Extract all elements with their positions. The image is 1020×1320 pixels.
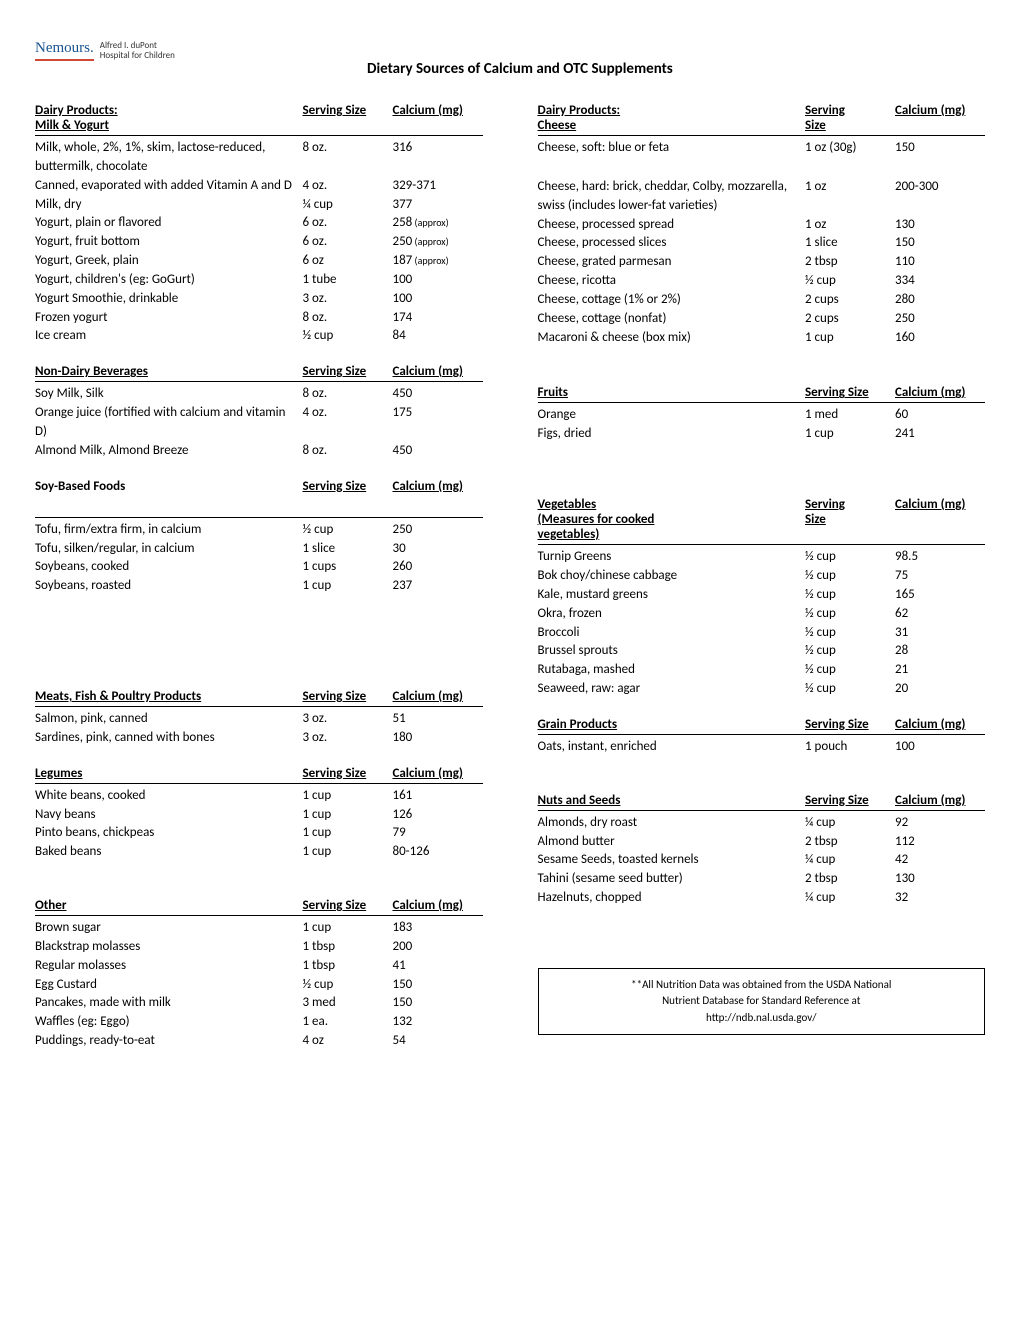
content-columns: Dairy Products:Milk & YogurtServing Size… <box>35 103 985 1069</box>
table-row: Milk, whole, 2%, 1%, skim, lactose-reduc… <box>35 139 483 177</box>
table-row: Yogurt, fruit bottom6 oz.250 (approx) <box>35 233 483 252</box>
table-row: Bok choy/chinese cabbage½ cup75 <box>538 567 986 586</box>
page-title: Dietary Sources of Calcium and OTC Suppl… <box>55 40 985 78</box>
table-row: Frozen yogurt8 oz.174 <box>35 309 483 328</box>
table-row: Brown sugar1 cup183 <box>35 919 483 938</box>
table-section: OtherServing SizeCalcium (mg)Brown sugar… <box>35 898 483 1051</box>
table-row: Canned, evaporated with added Vitamin A … <box>35 177 483 196</box>
table-row: White beans, cooked1 cup161 <box>35 787 483 806</box>
table-section: Non-Dairy BeveragesServing SizeCalcium (… <box>35 364 483 460</box>
table-row: Puddings, ready-to-eat4 oz54 <box>35 1032 483 1051</box>
table-row: Hazelnuts, chopped¼ cup32 <box>538 889 986 908</box>
table-row: Blackstrap molasses1 tbsp200 <box>35 938 483 957</box>
table-row: Orange juice (fortified with calcium and… <box>35 404 483 442</box>
table-row: Yogurt, Greek, plain6 oz187 (approx) <box>35 252 483 271</box>
table-row: Pancakes, made with milk3 med150 <box>35 994 483 1013</box>
table-section: FruitsServing SizeCalcium (mg)Orange1 me… <box>538 385 986 479</box>
table-section: LegumesServing SizeCalcium (mg)White bea… <box>35 766 483 880</box>
table-row: Kale, mustard greens½ cup165 <box>538 586 986 605</box>
table-row: Regular molasses1 tbsp41 <box>35 957 483 976</box>
table-row: Salmon, pink, canned3 oz.51 <box>35 710 483 729</box>
table-row: Yogurt Smoothie, drinkable3 oz.100 <box>35 290 483 309</box>
table-section: Vegetables(Measures for cookedvegetables… <box>538 497 986 699</box>
table-row: Yogurt, children's (eg: GoGurt)1 tube100 <box>35 271 483 290</box>
footnote: **All Nutrition Data was obtained from t… <box>538 968 986 1036</box>
page-header: Nemours. Alfred I. duPont Hospital for C… <box>35 40 985 78</box>
table-section: Grain ProductsServing SizeCalcium (mg)Oa… <box>538 717 986 775</box>
table-section: Dairy Products:CheeseServingSizeCalcium … <box>538 103 986 367</box>
table-row: Cheese, hard: brick, cheddar, Colby, moz… <box>538 178 986 216</box>
table-row: Cheese, cottage (1% or 2%)2 cups280 <box>538 291 986 310</box>
table-row: Almond butter2 tbsp112 <box>538 833 986 852</box>
table-row: Figs, dried1 cup241 <box>538 425 986 444</box>
table-row: Milk, dry¼ cup377 <box>35 196 483 215</box>
table-section: Dairy Products:Milk & YogurtServing Size… <box>35 103 483 346</box>
table-row: Soy Milk, Silk8 oz.450 <box>35 385 483 404</box>
right-column: Dairy Products:CheeseServingSizeCalcium … <box>538 103 986 1069</box>
table-row: Cheese, cottage (nonfat)2 cups250 <box>538 310 986 329</box>
table-row: Cheese, soft: blue or feta1 oz (30g)150 <box>538 139 986 158</box>
table-row: Almond Milk, Almond Breeze8 oz.450 <box>35 442 483 461</box>
table-row: Cheese, processed spread1 oz130 <box>538 216 986 235</box>
table-row: Turnip Greens½ cup98.5 <box>538 548 986 567</box>
table-row: Brussel sprouts½ cup28 <box>538 642 986 661</box>
table-row: Navy beans1 cup126 <box>35 806 483 825</box>
table-row: Yogurt, plain or flavored6 oz.258 (appro… <box>35 214 483 233</box>
table-section: Meats, Fish & Poultry ProductsServing Si… <box>35 689 483 748</box>
table-row: Tofu, silken/regular, in calcium1 slice3… <box>35 540 483 559</box>
table-row: Egg Custard½ cup150 <box>35 976 483 995</box>
table-row: Sesame Seeds, toasted kernels¼ cup42 <box>538 851 986 870</box>
table-row: Oats, instant, enriched1 pouch100 <box>538 738 986 757</box>
table-row: Soybeans, roasted1 cup237 <box>35 577 483 596</box>
table-row: Macaroni & cheese (box mix)1 cup160 <box>538 329 986 348</box>
table-row: Orange1 med60 <box>538 406 986 425</box>
table-row: Pinto beans, chickpeas1 cup79 <box>35 824 483 843</box>
left-column: Dairy Products:Milk & YogurtServing Size… <box>35 103 483 1069</box>
table-section: Soy-Based FoodsServing SizeCalcium (mg)T… <box>35 479 483 671</box>
table-row: Waffles (eg: Eggo)1 ea.132 <box>35 1013 483 1032</box>
table-row: Okra, frozen½ cup62 <box>538 605 986 624</box>
table-row: Tofu, firm/extra firm, in calcium½ cup25… <box>35 521 483 540</box>
table-row: Rutabaga, mashed½ cup21 <box>538 661 986 680</box>
table-row: Almonds, dry roast¼ cup92 <box>538 814 986 833</box>
table-row: Cheese, grated parmesan2 tbsp110 <box>538 253 986 272</box>
table-row: Ice cream½ cup84 <box>35 327 483 346</box>
table-row: Broccoli½ cup31 <box>538 624 986 643</box>
table-row: Tahini (sesame seed butter)2 tbsp130 <box>538 870 986 889</box>
table-row: Soybeans, cooked1 cups260 <box>35 558 483 577</box>
table-row: Sardines, pink, canned with bones3 oz.18… <box>35 729 483 748</box>
table-section: Nuts and SeedsServing SizeCalcium (mg)Al… <box>538 793 986 908</box>
table-row: Cheese, ricotta½ cup334 <box>538 272 986 291</box>
table-row: Baked beans1 cup80-126 <box>35 843 483 862</box>
table-row: Cheese, processed slices1 slice150 <box>538 234 986 253</box>
table-row: Seaweed, raw: agar½ cup20 <box>538 680 986 699</box>
